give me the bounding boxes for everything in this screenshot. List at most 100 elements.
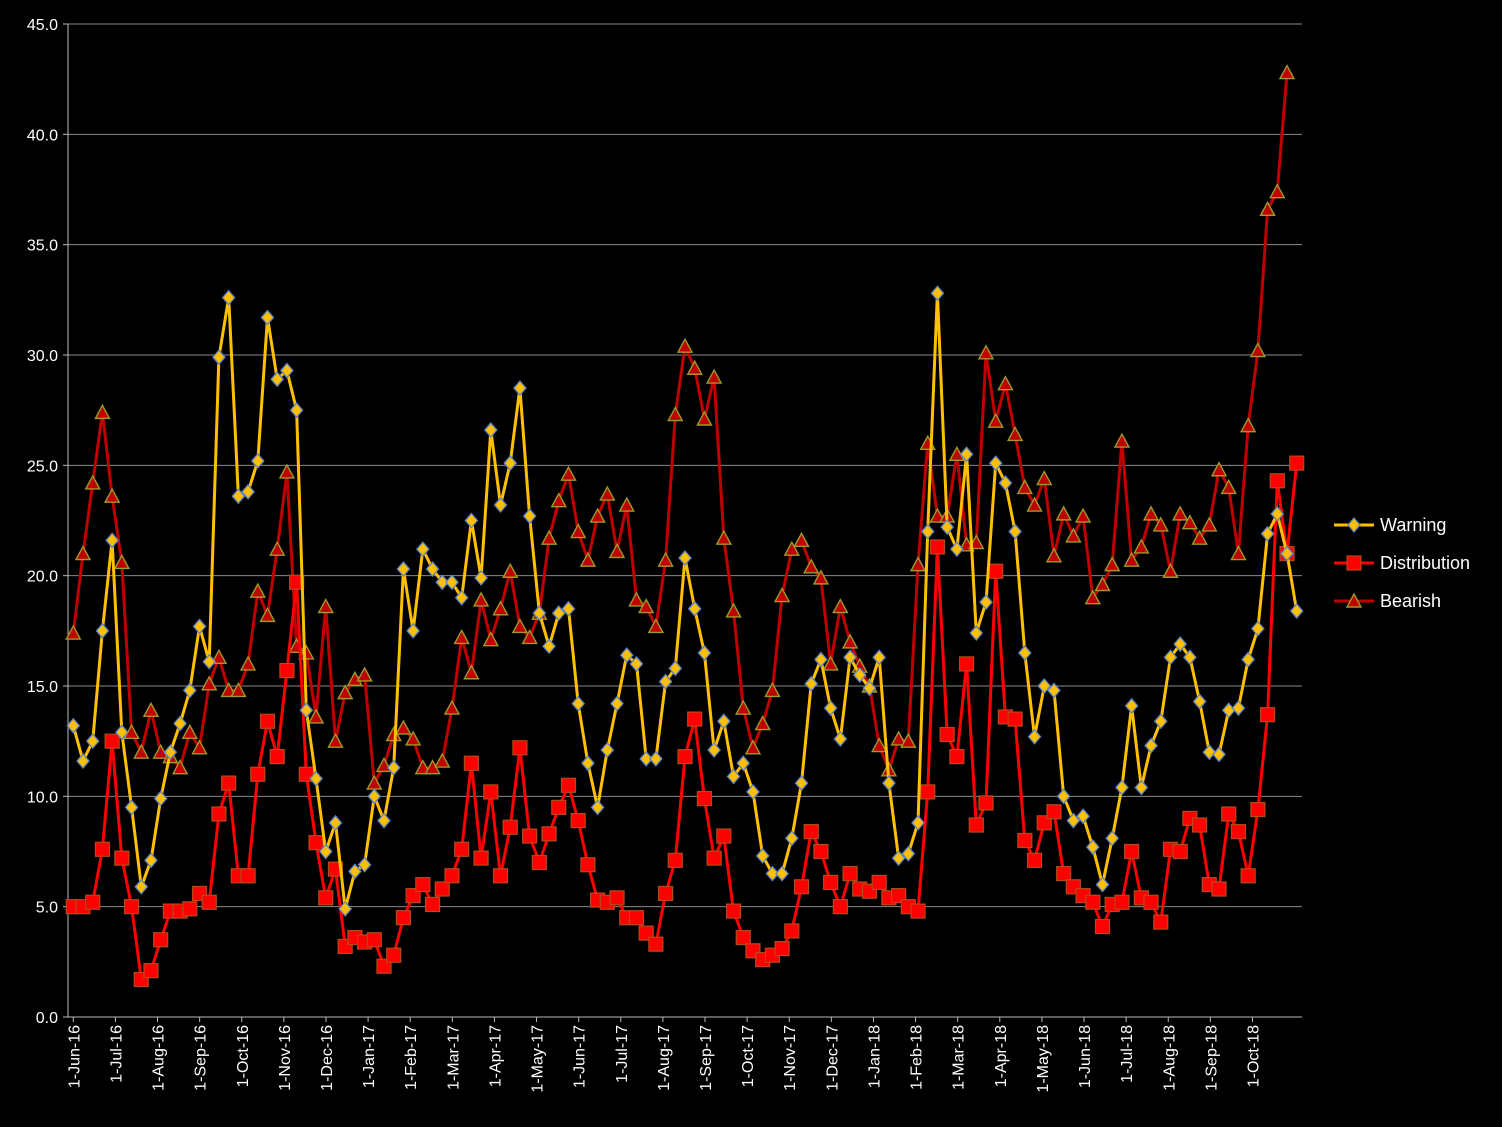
data-point-distribution xyxy=(784,923,800,939)
data-point-bearish xyxy=(1133,538,1150,554)
data-point-bearish xyxy=(1278,64,1296,80)
data-point-warning xyxy=(1124,697,1139,714)
data-point-distribution xyxy=(1259,707,1276,723)
data-point-distribution xyxy=(1230,824,1247,840)
data-point-bearish xyxy=(1016,478,1034,495)
legend-label: Bearish xyxy=(1380,591,1441,611)
data-point-warning xyxy=(386,759,401,776)
data-point-bearish xyxy=(686,359,703,375)
data-point-distribution xyxy=(473,850,489,866)
y-tick-label: 25.0 xyxy=(27,458,58,475)
data-point-bearish xyxy=(171,759,189,775)
data-point-distribution xyxy=(182,901,198,917)
legend-label: Distribution xyxy=(1380,553,1470,573)
data-point-bearish xyxy=(1230,545,1247,561)
y-tick-label: 15.0 xyxy=(27,679,58,696)
data-point-bearish xyxy=(841,633,859,649)
data-point-warning xyxy=(571,695,586,712)
y-tick-label: 35.0 xyxy=(27,238,58,255)
x-tick-label: 1-Nov-16 xyxy=(277,1025,294,1091)
data-point-bearish xyxy=(307,708,325,724)
data-point-distribution xyxy=(114,850,130,866)
data-point-warning xyxy=(1202,744,1217,761)
data-point-warning xyxy=(192,618,207,635)
y-tick-labels: 0.0 5.0 10.0 15.0 20.0 25.0 30.0 35.0 40.0 45.0 xyxy=(27,17,58,1027)
data-point-warning xyxy=(794,775,809,792)
data-point-bearish xyxy=(890,730,907,746)
data-point-warning xyxy=(357,856,372,873)
data-point-warning xyxy=(678,550,692,567)
data-point-warning xyxy=(1027,728,1042,745)
data-point-warning xyxy=(425,561,440,578)
data-point-distribution xyxy=(318,890,334,906)
data-point-warning xyxy=(979,594,993,611)
data-point-distribution xyxy=(570,813,586,829)
data-point-warning xyxy=(1153,713,1168,730)
data-point-bearish xyxy=(783,540,800,556)
data-point-warning xyxy=(377,812,391,829)
legend-item-bearish: Bearish xyxy=(1334,591,1441,611)
data-point-bearish xyxy=(133,743,150,759)
data-point-warning xyxy=(163,744,178,761)
data-point-warning xyxy=(901,845,916,862)
data-point-warning xyxy=(843,649,857,666)
data-point-distribution xyxy=(958,656,975,672)
legend: Warning Distribution Bearish xyxy=(1334,515,1470,611)
data-point-bearish xyxy=(142,701,160,717)
data-point-warning xyxy=(1047,682,1061,699)
data-point-distribution xyxy=(939,726,955,743)
data-point-warning xyxy=(299,702,314,719)
data-point-distribution xyxy=(706,850,722,866)
y-tick-label: 10.0 xyxy=(27,789,58,806)
data-point-bearish xyxy=(1269,183,1286,199)
data-point-warning xyxy=(114,724,129,741)
x-tick-label: 1-Aug-17 xyxy=(656,1025,673,1091)
data-point-distribution xyxy=(1114,894,1130,910)
x-tick-label: 1-Jul-16 xyxy=(108,1025,125,1083)
x-tick-label: 1-Oct-18 xyxy=(1245,1025,1262,1087)
data-point-distribution xyxy=(454,841,470,857)
data-point-warning xyxy=(1192,693,1207,710)
data-point-bearish xyxy=(929,507,946,523)
data-point-bearish xyxy=(871,737,888,753)
data-point-warning xyxy=(823,700,838,717)
data-point-warning xyxy=(231,488,246,505)
x-tick-label: 1-Mar-17 xyxy=(445,1025,462,1090)
legend-item-distribution: Distribution xyxy=(1334,553,1470,573)
data-point-warning xyxy=(629,655,644,672)
data-point-bearish xyxy=(269,540,286,556)
data-point-warning xyxy=(474,569,488,586)
data-point-warning xyxy=(1076,808,1090,825)
data-point-distribution xyxy=(1269,473,1285,489)
data-point-bearish xyxy=(1152,516,1169,532)
data-point-distribution xyxy=(609,890,625,906)
data-point-warning xyxy=(988,455,1003,472)
series-warning xyxy=(66,285,1304,917)
data-point-distribution xyxy=(1240,868,1256,884)
data-point-bearish xyxy=(628,591,645,607)
y-tick-label: 20.0 xyxy=(27,569,58,586)
data-point-warning xyxy=(173,715,187,732)
data-point-distribution xyxy=(1250,801,1266,818)
data-point-bearish xyxy=(1123,551,1140,567)
data-point-warning xyxy=(581,755,595,772)
data-point-distribution xyxy=(1221,806,1237,822)
data-point-bearish xyxy=(1074,507,1092,523)
x-tick-label: 1-Dec-16 xyxy=(319,1025,336,1091)
data-point-distribution xyxy=(842,865,858,882)
data-point-distribution xyxy=(696,790,713,807)
data-point-bearish xyxy=(317,598,334,614)
data-point-warning xyxy=(784,830,799,847)
y-tick-label: 40.0 xyxy=(27,127,58,144)
x-tick-label: 1-May-17 xyxy=(530,1025,547,1093)
data-point-bearish xyxy=(1239,417,1257,433)
data-point-bearish xyxy=(618,496,635,512)
data-point-distribution xyxy=(1026,852,1043,868)
data-point-distribution xyxy=(240,868,256,884)
data-point-warning xyxy=(1134,779,1149,796)
data-point-warning xyxy=(891,850,906,867)
data-point-distribution xyxy=(1124,843,1140,860)
data-point-bearish xyxy=(608,542,626,559)
data-point-warning xyxy=(182,682,197,699)
data-point-distribution xyxy=(1056,865,1072,882)
